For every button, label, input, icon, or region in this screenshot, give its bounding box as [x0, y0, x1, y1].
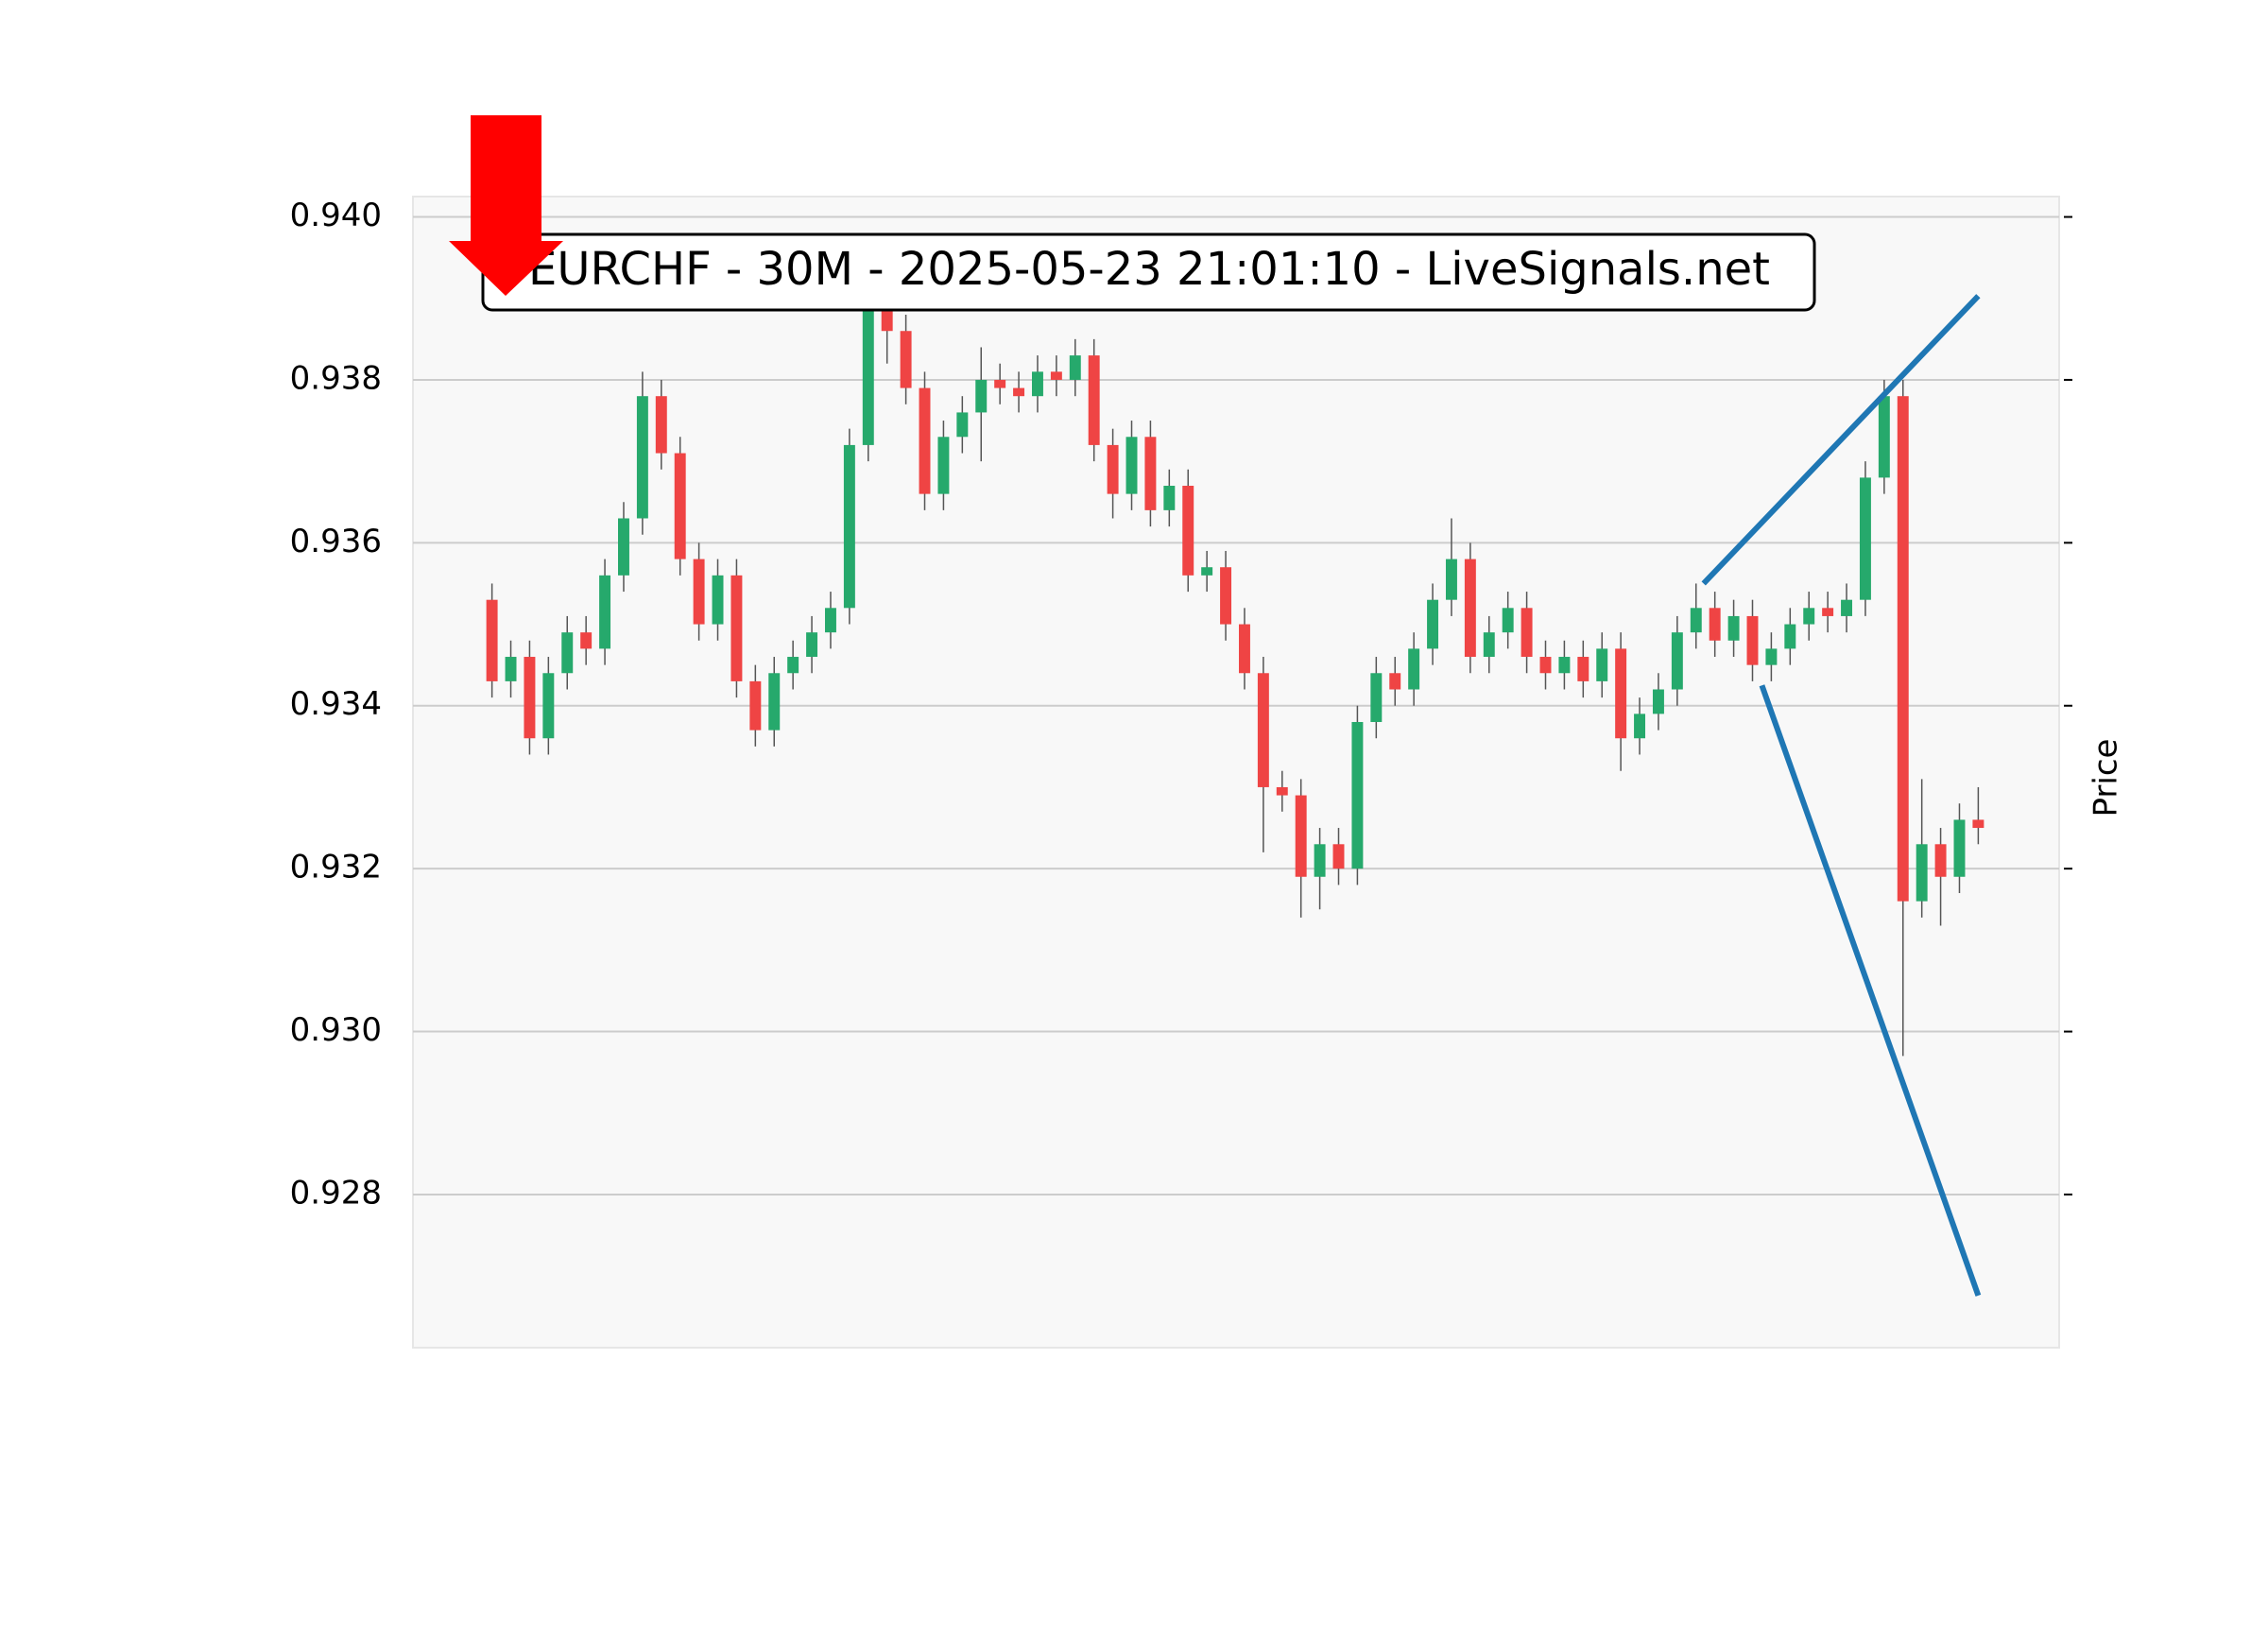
candle-body: [674, 453, 686, 559]
candle-body: [824, 608, 836, 633]
candle-body: [1408, 648, 1420, 690]
candle-body: [1389, 673, 1401, 690]
candle-body: [975, 379, 988, 413]
candle-body: [787, 657, 799, 674]
candle-body: [919, 387, 931, 494]
candle-body: [1445, 559, 1457, 600]
candle-body: [712, 575, 724, 625]
chart-title: EURCHF - 30M - 2025-05-23 21:01:10 - Liv…: [528, 243, 1770, 296]
candle-body: [1088, 355, 1100, 445]
y-axis-label: Price: [2088, 739, 2125, 817]
candle-body: [1464, 559, 1476, 658]
y-tick-label: 0.932: [290, 849, 382, 886]
candle-body: [956, 412, 969, 438]
candle-body: [1483, 632, 1495, 658]
candle-body: [1634, 714, 1646, 739]
candle-body: [1314, 844, 1326, 877]
candle-body: [1746, 615, 1759, 665]
candle-body: [1709, 608, 1721, 641]
candle-body: [1822, 608, 1834, 616]
candle-body: [1220, 567, 1232, 625]
candle-body: [1596, 648, 1608, 681]
candle-body: [1332, 844, 1345, 869]
candle-body: [1577, 657, 1589, 681]
y-tick-label: 0.936: [290, 523, 382, 560]
candle-body: [1953, 819, 1966, 877]
candle-body: [486, 599, 498, 681]
candle-body: [561, 632, 574, 674]
candle-body: [1934, 844, 1947, 877]
candle-body: [1182, 486, 1194, 576]
candle-body: [1107, 444, 1119, 494]
candle-body: [1841, 599, 1853, 616]
y-tick-label: 0.934: [290, 685, 382, 723]
candle-body: [1295, 795, 1307, 877]
candle-body: [636, 396, 648, 519]
candle-body: [1539, 657, 1552, 674]
candle-body: [505, 657, 517, 681]
trend-line: [1701, 294, 1981, 586]
candle-body: [1859, 477, 1871, 600]
candle-body: [1427, 599, 1439, 649]
y-tick-label: 0.940: [290, 197, 382, 234]
candle-body: [618, 518, 629, 576]
candle-body: [768, 673, 781, 731]
candle-body: [1803, 608, 1815, 625]
candle-body: [542, 673, 555, 739]
candle-body: [1652, 689, 1664, 714]
candle-body: [1351, 721, 1364, 869]
candle-body: [1671, 632, 1683, 690]
candle-body: [1257, 673, 1269, 787]
candle-body: [1031, 371, 1043, 397]
sell-arrow: [449, 115, 563, 296]
candle-body: [1690, 608, 1702, 633]
candle-body: [1276, 786, 1288, 796]
candle-body: [1727, 615, 1740, 641]
trend-line: [1759, 684, 1982, 1297]
arrow-head: [449, 241, 563, 296]
candle-body: [862, 306, 874, 445]
candle-body: [730, 575, 743, 681]
candle-body: [1144, 437, 1157, 510]
candle-body: [693, 559, 705, 625]
candle-body: [994, 379, 1006, 388]
candle-body: [1370, 673, 1383, 722]
candle-body: [937, 437, 950, 494]
candle-body: [599, 575, 611, 649]
candle-body: [1125, 437, 1138, 494]
candle-body: [843, 444, 855, 609]
candle-body: [1972, 819, 1984, 829]
candle-body: [1615, 648, 1627, 739]
candle-body: [1201, 567, 1213, 576]
candle-body: [1050, 371, 1062, 380]
candle-body: [580, 632, 593, 649]
candle-body: [881, 306, 893, 332]
candle-body: [900, 331, 912, 388]
candle-body: [806, 632, 818, 658]
y-tick-label: 0.928: [290, 1174, 382, 1212]
y-tick-label: 0.938: [290, 359, 382, 397]
candle-body: [524, 657, 536, 739]
candle-body: [1916, 844, 1928, 902]
candle-body: [1878, 396, 1890, 478]
candle-body: [655, 396, 667, 454]
arrow-shaft: [471, 115, 541, 242]
candles: [486, 282, 1984, 1297]
candle-body: [1521, 608, 1533, 658]
candle-body: [1897, 396, 1909, 902]
candle-body: [1069, 355, 1081, 380]
y-tick-label: 0.930: [290, 1011, 382, 1049]
candle-body: [1163, 486, 1176, 510]
grid: 0.928 0.930 0.932 0.934 0.936 0.938 0.940: [290, 197, 2072, 1212]
candle-body: [1013, 387, 1025, 397]
candle-body: [749, 680, 762, 731]
candle-body: [1784, 624, 1796, 649]
candle-body: [1238, 624, 1250, 674]
candle-body: [1765, 648, 1778, 665]
candle-body: [1558, 657, 1571, 674]
candle-body: [1502, 608, 1514, 633]
plot-area: [412, 196, 2060, 1349]
